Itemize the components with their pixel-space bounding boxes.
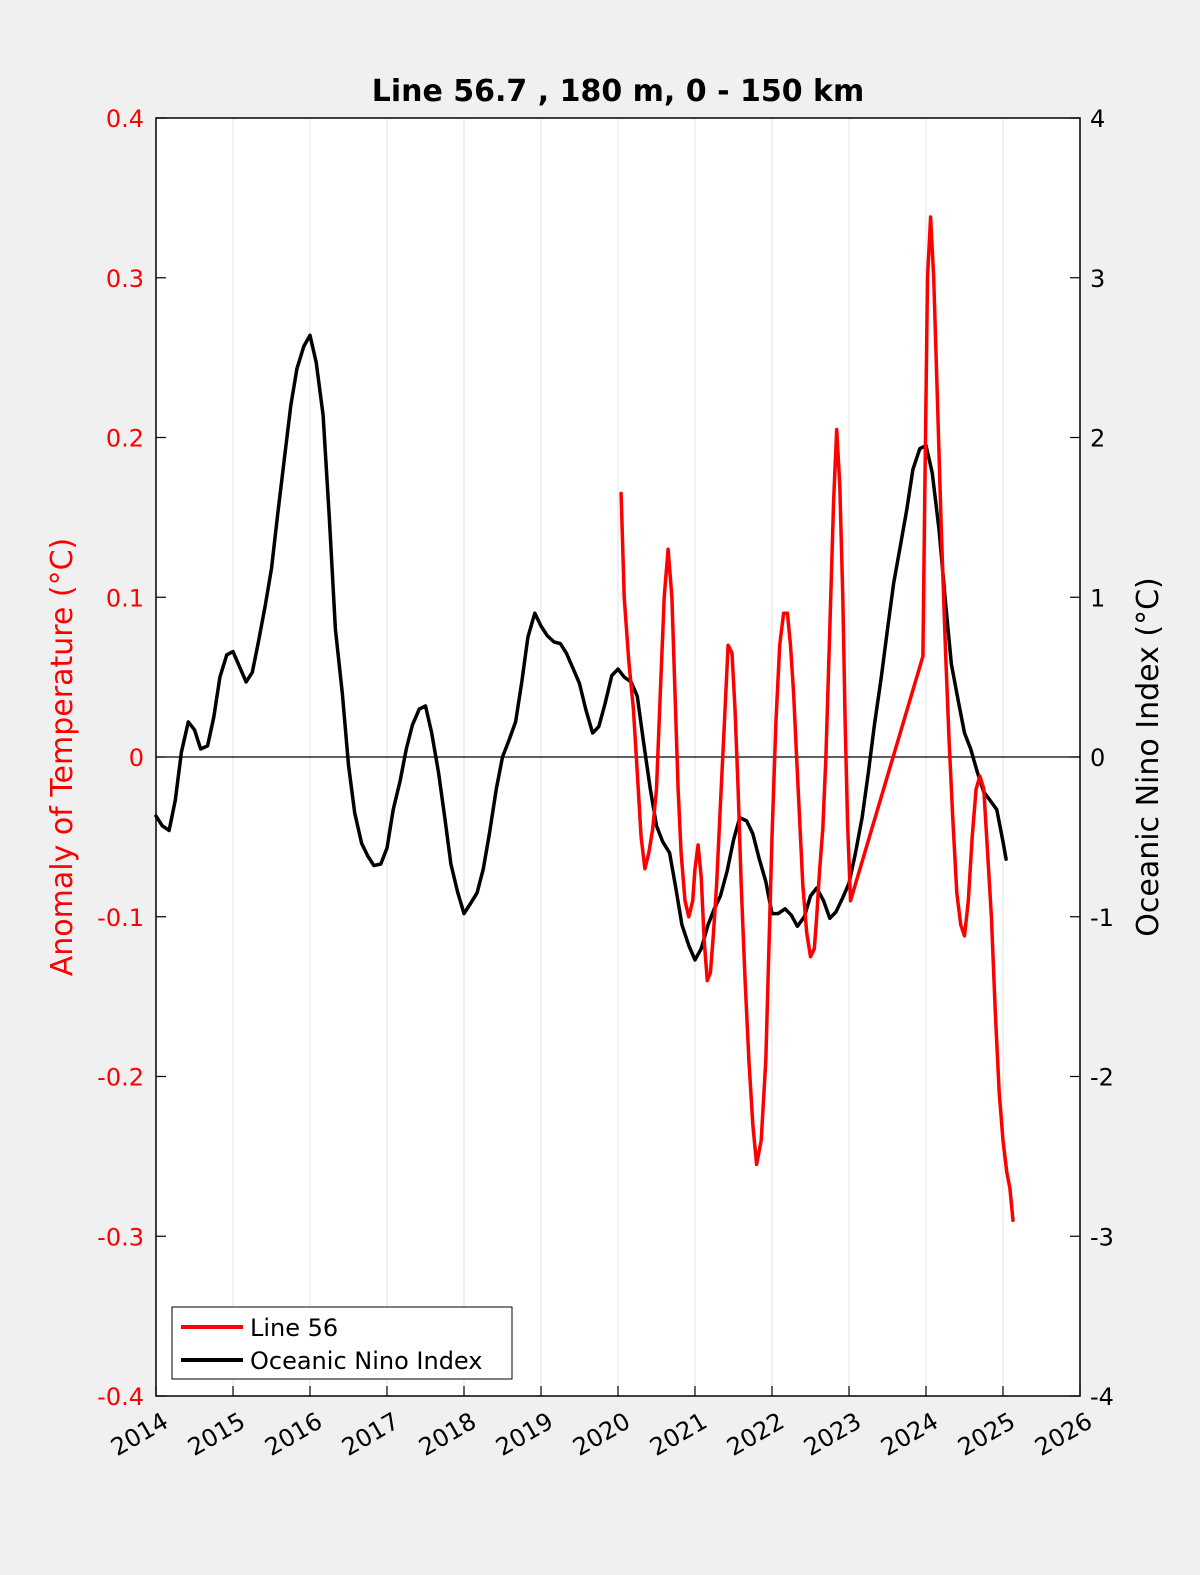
y-right-tick-label: 4 <box>1090 105 1105 133</box>
y-right-tick-label: -4 <box>1090 1383 1114 1411</box>
x-tick-label: 2021 <box>645 1407 712 1462</box>
x-tick-label: 2016 <box>260 1407 327 1462</box>
series-line56 <box>619 215 1015 1223</box>
x-tick-label: 2020 <box>568 1407 635 1462</box>
y-right-label: Oceanic Nino Index (°C) <box>1131 577 1166 937</box>
y-left-tick-label: 0.4 <box>106 105 144 133</box>
chart-title: Line 56.7 , 180 m, 0 - 150 km <box>372 74 865 109</box>
x-tick-label: 2014 <box>106 1407 173 1462</box>
x-tick-label: 2015 <box>183 1407 250 1462</box>
y-right-tick-label: 0 <box>1090 744 1105 772</box>
x-tick-label: 2026 <box>1030 1407 1097 1462</box>
x-tick-label: 2019 <box>491 1407 558 1462</box>
y-right-tick-label: -1 <box>1090 904 1114 932</box>
y-left-axis: -0.4 -0.3 -0.2 -0.1 0 0.1 0.2 0.3 0.4 <box>97 105 166 1411</box>
y-right-tick-label: 1 <box>1090 584 1105 612</box>
legend-box <box>171 1306 513 1380</box>
x-tick-label: 2022 <box>722 1407 789 1462</box>
y-right-tick-label: 2 <box>1090 425 1105 453</box>
x-tick-label: 2023 <box>799 1407 866 1462</box>
legend: Line 56 Oceanic Nino Index <box>171 1306 513 1380</box>
series-oceanic-nino-index <box>154 333 1008 962</box>
x-axis: 2014 2015 2016 2017 2018 2019 2020 2021 2022 2023… <box>106 1386 1097 1462</box>
y-right-tick-label: -2 <box>1090 1064 1114 1092</box>
y-left-tick-label: -0.2 <box>97 1064 144 1092</box>
y-left-tick-label: 0.3 <box>106 265 144 293</box>
y-left-tick-label: -0.4 <box>97 1383 144 1411</box>
y-left-tick-label: 0.1 <box>106 584 144 612</box>
y-left-label: Anomaly of Temperature (°C) <box>45 538 80 977</box>
series-layer <box>154 215 1015 1223</box>
x-tick-label: 2024 <box>876 1407 943 1462</box>
y-left-tick-label: -0.1 <box>97 904 144 932</box>
y-right-tick-label: -3 <box>1090 1223 1114 1251</box>
x-tick-label: 2017 <box>337 1407 404 1462</box>
y-left-tick-label: -0.3 <box>97 1223 144 1251</box>
y-left-tick-label: 0.2 <box>106 425 144 453</box>
x-tick-label: 2025 <box>953 1407 1020 1462</box>
legend-label-line56: Line 56 <box>250 1314 338 1342</box>
y-left-tick-label: 0 <box>129 744 144 772</box>
y-right-tick-label: 3 <box>1090 265 1105 293</box>
legend-label-oni: Oceanic Nino Index <box>250 1347 482 1375</box>
y-right-axis: -4 -3 -2 -1 0 1 2 3 4 <box>1070 105 1114 1411</box>
x-tick-label: 2018 <box>414 1407 481 1462</box>
